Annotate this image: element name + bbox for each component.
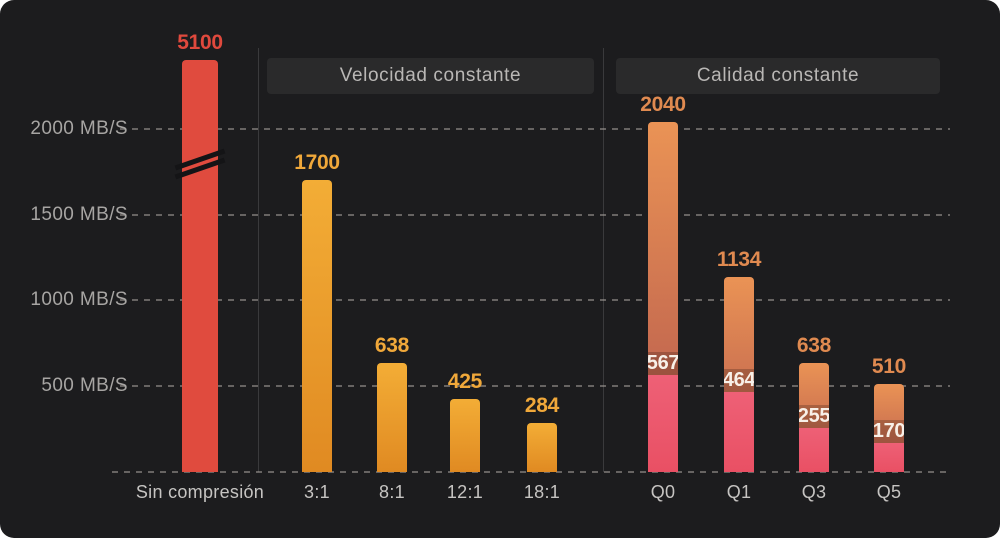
x-axis-label-Q1: Q1 xyxy=(726,482,752,502)
gridline-1000 xyxy=(120,299,950,302)
value-label-3:1: 1700 xyxy=(294,151,340,175)
bar-18:1 xyxy=(527,423,557,472)
value-label-Q3: 638 xyxy=(796,333,832,357)
bar-Q3: 255 xyxy=(799,362,829,472)
bar-3:1 xyxy=(302,180,332,472)
gridline-1500 xyxy=(120,213,950,216)
x-axis-label-Sin compresión: Sin compresión xyxy=(135,482,265,502)
group-divider-right xyxy=(603,48,604,472)
x-axis-label-Q0: Q0 xyxy=(650,482,676,502)
value-label-Q1: 1134 xyxy=(716,248,762,272)
bar-segment-pink-Q5 xyxy=(874,442,904,472)
y-axis-tick-label: 2000 MB/S xyxy=(30,117,128,139)
bar-8:1 xyxy=(377,362,407,472)
bar-segment-pink-Q3 xyxy=(799,428,829,472)
sub-value-label-Q5: 170 xyxy=(874,419,904,443)
x-axis-label-8:1: 8:1 xyxy=(379,482,405,502)
value-label-Q5: 510 xyxy=(871,355,907,379)
value-label-Sin compresión: 5100 xyxy=(177,31,223,55)
value-label-8:1: 638 xyxy=(374,333,410,357)
bar-12:1 xyxy=(450,399,480,472)
x-axis-label-18:1: 18:1 xyxy=(523,482,561,502)
group-header-velocidad-label: Velocidad constante xyxy=(339,65,522,86)
group-divider-left xyxy=(258,48,259,472)
value-label-Q0: 2040 xyxy=(640,92,686,116)
bar-Q5: 170 xyxy=(874,384,904,472)
bar-Q0: 567 xyxy=(648,121,678,472)
x-axis-label-Q3: Q3 xyxy=(801,482,827,502)
baseline xyxy=(112,471,950,473)
sub-value-label-Q1: 464 xyxy=(724,369,754,393)
x-axis-label-Q5: Q5 xyxy=(876,482,902,502)
group-header-calidad-label: Calidad constante xyxy=(696,65,860,86)
bar-segment-pink-Q0 xyxy=(648,374,678,472)
bar-Q1: 464 xyxy=(724,277,754,472)
gridline-2000 xyxy=(120,127,950,130)
y-axis-tick-label: 1000 MB/S xyxy=(30,289,128,311)
x-axis-label-12:1: 12:1 xyxy=(446,482,484,502)
gridline-500 xyxy=(120,385,950,388)
bar-Sin compresión xyxy=(182,60,218,472)
group-header-calidad: Calidad constante xyxy=(616,58,940,94)
bar-segment-pink-Q1 xyxy=(724,392,754,472)
group-header-velocidad: Velocidad constante xyxy=(267,58,594,94)
value-label-18:1: 284 xyxy=(524,394,560,418)
sub-value-label-Q0: 567 xyxy=(648,351,678,375)
x-axis-label-3:1: 3:1 xyxy=(304,482,330,502)
value-label-12:1: 425 xyxy=(447,370,483,394)
y-axis-tick-label: 500 MB/S xyxy=(41,375,128,397)
sub-value-label-Q3: 255 xyxy=(799,405,829,429)
y-axis-tick-label: 1500 MB/S xyxy=(30,203,128,225)
